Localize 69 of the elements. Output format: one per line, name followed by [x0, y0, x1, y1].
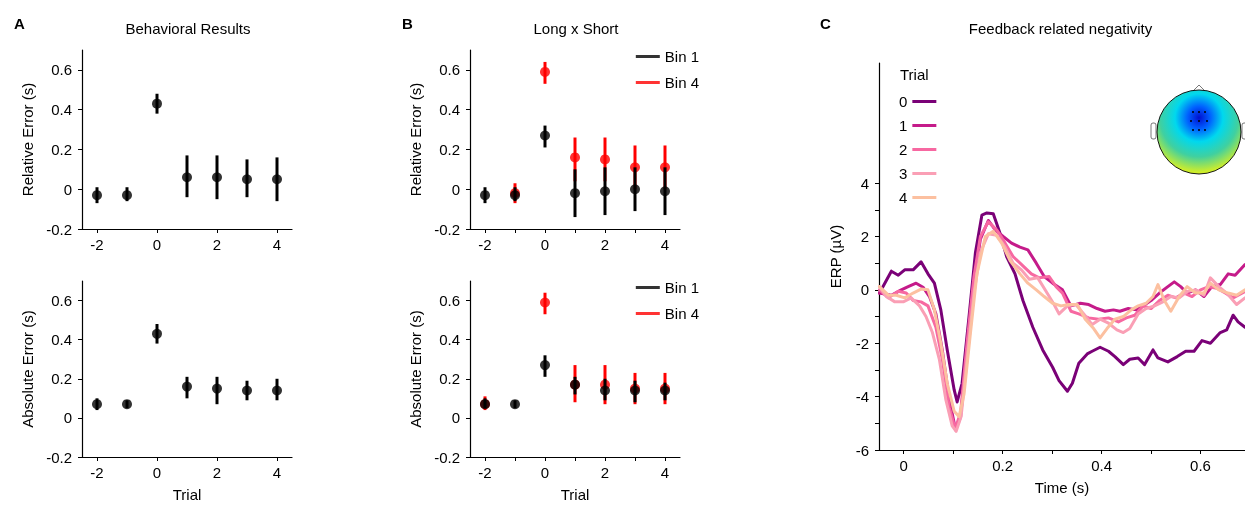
text: B	[402, 15, 413, 32]
y-tick-label: 0	[860, 281, 869, 299]
x-tick-label: 0	[540, 464, 550, 481]
y-tick-label: -4	[855, 388, 869, 406]
y-tick-label: 0.4	[51, 101, 72, 119]
y-tick-label: 0.2	[51, 370, 72, 388]
y-tick-label: 0	[451, 180, 460, 198]
y-tick-label: -2	[855, 334, 869, 352]
legend-label: Bin 1	[664, 48, 700, 65]
legend-label: 3	[899, 165, 908, 182]
chart-title: Behavioral Results	[125, 20, 251, 37]
x-tick-label: 0	[899, 457, 908, 474]
y-tick-label: 0.2	[439, 140, 460, 158]
x-axis-title: Trial	[172, 486, 202, 503]
y-tick-label: 0.6	[51, 292, 72, 310]
legend-label: 4	[899, 189, 908, 206]
x-tick-label: 2	[212, 464, 222, 481]
text: C	[820, 15, 831, 32]
y-tick-label: -0.2	[46, 448, 72, 466]
y-tick-label: 0.6	[51, 61, 72, 79]
x-tick-label: 4	[272, 464, 282, 481]
y-tick-label: 0.4	[439, 101, 460, 119]
x-tick-label: 0	[540, 236, 550, 253]
x-tick-label: 0.2	[992, 457, 1014, 474]
text: A	[14, 15, 25, 32]
y-tick-label: 0	[63, 409, 72, 427]
y-tick-label: 0	[63, 180, 72, 198]
legend-label: 2	[899, 141, 908, 158]
x-tick-label: -2	[478, 464, 492, 481]
x-tick-label: 4	[660, 464, 670, 481]
x-tick-label: 4	[272, 236, 282, 253]
y-tick-label: 0.4	[51, 331, 72, 349]
y-axis-title: Absolute Error (s)	[407, 310, 425, 428]
y-tick-label: -6	[855, 441, 869, 459]
chart-title: Long x Short	[533, 20, 620, 37]
legend-label: 1	[899, 117, 908, 134]
legend-title: Trial	[900, 66, 929, 83]
y-tick-label: 0.6	[439, 292, 460, 310]
legend-label: Bin 4	[664, 74, 700, 91]
y-axis-title: ERP (µV)	[827, 224, 844, 289]
x-tick-label: 0	[152, 236, 162, 253]
legend-label: Bin 4	[664, 305, 700, 322]
legend-label: Bin 1	[664, 279, 700, 296]
x-tick-label: 0.6	[1190, 457, 1211, 474]
x-tick-label: -2	[90, 236, 104, 253]
x-tick-label: -2	[478, 236, 492, 253]
y-axis-title: Relative Error (s)	[19, 82, 37, 197]
legend-label: 0	[899, 93, 908, 110]
y-tick-label: -0.2	[434, 220, 460, 238]
y-tick-label: 0.2	[51, 140, 72, 158]
y-tick-label: 0.6	[439, 61, 460, 79]
y-tick-label: 4	[860, 174, 869, 192]
y-axis-title: Relative Error (s)	[407, 82, 425, 197]
y-axis-title: Absolute Error (s)	[19, 310, 37, 428]
x-axis-title: Trial	[560, 486, 590, 503]
x-tick-label: 2	[600, 464, 610, 481]
y-tick-label: -0.2	[46, 220, 72, 238]
x-tick-label: -2	[90, 464, 104, 481]
chart-title: Feedback related negativity	[968, 20, 1153, 37]
y-tick-label: 0.2	[439, 370, 460, 388]
x-tick-label: 4	[660, 236, 670, 253]
x-tick-label: 0.4	[1091, 457, 1112, 474]
x-tick-label: 2	[600, 236, 610, 253]
x-axis-title: Time (s)	[1034, 479, 1090, 496]
x-tick-label: 0	[152, 464, 162, 481]
y-tick-label: 0.4	[439, 331, 460, 349]
x-tick-label: 2	[212, 236, 222, 253]
y-tick-label: -0.2	[434, 448, 460, 466]
y-tick-label: 0	[451, 409, 460, 427]
